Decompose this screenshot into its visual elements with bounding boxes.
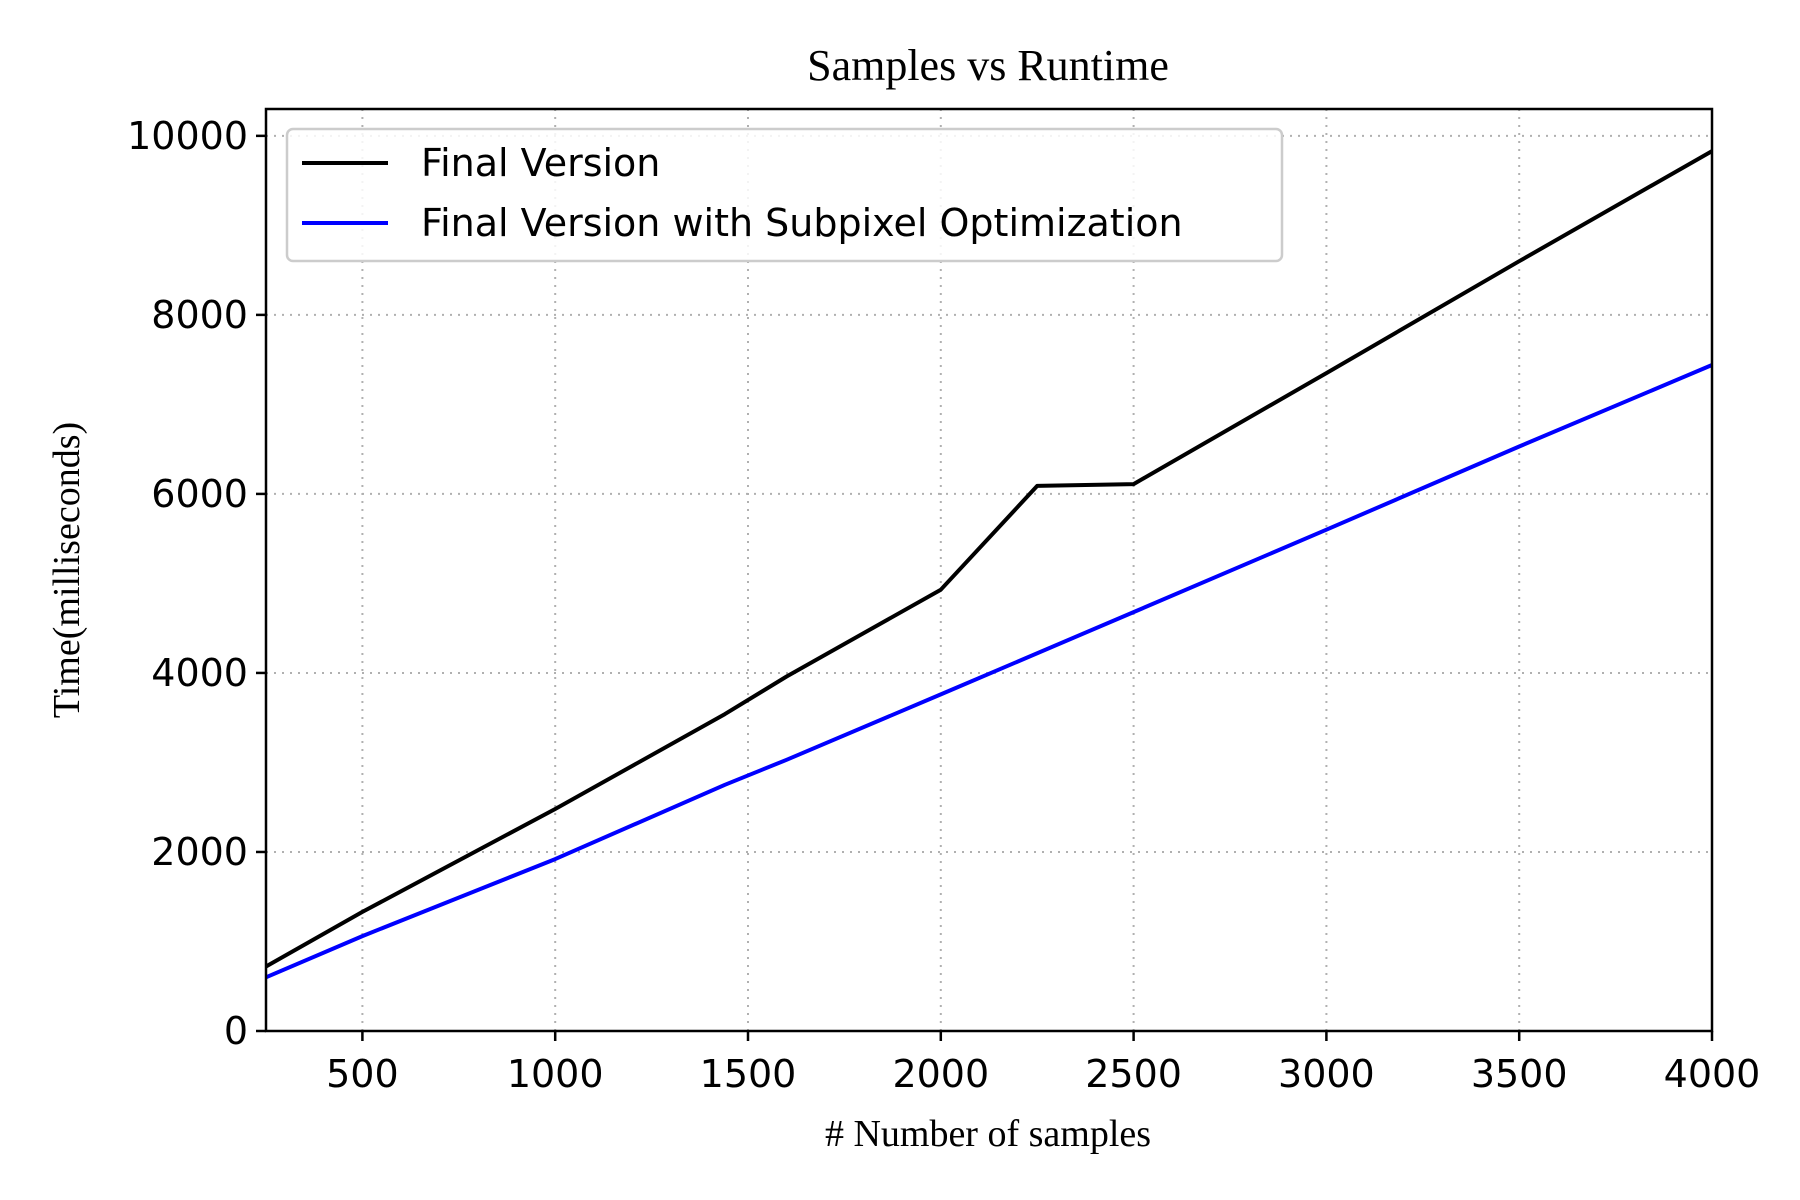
x-axis-label: # Number of samples — [825, 1113, 1151, 1155]
x-tick-label: 3000 — [1278, 1052, 1375, 1096]
y-tick-label: 2000 — [151, 830, 248, 874]
axis-ticks: 500 1000 1500 2000 2500 3000 3500 4000 0 2000 4000… — [127, 114, 1760, 1096]
series-lines — [265, 149, 1713, 980]
legend-label: Final Version with Subpixel Optimization — [421, 201, 1183, 245]
series-line-0 — [265, 149, 1713, 969]
legend-label: Final Version — [421, 141, 660, 185]
x-tick-label: 2000 — [892, 1052, 989, 1096]
x-tick-label: 2500 — [1085, 1052, 1182, 1096]
x-tick-label: 4000 — [1664, 1052, 1761, 1096]
chart-title: Samples vs Runtime — [807, 41, 1169, 90]
y-tick-label: 6000 — [151, 472, 248, 516]
y-tick-label: 0 — [224, 1009, 248, 1053]
x-tick-label: 1500 — [700, 1052, 797, 1096]
legend-box — [285, 127, 1284, 263]
y-tick-label: 10000 — [127, 114, 248, 158]
series-line-1 — [265, 363, 1713, 980]
plot-frame — [264, 107, 1714, 1033]
y-tick-label: 8000 — [151, 293, 248, 337]
x-tick-label: 1000 — [507, 1052, 604, 1096]
legend: Final Version Final Version with Subpixel… — [285, 127, 1284, 263]
y-axis-label: Time(milliseconds) — [46, 422, 88, 718]
x-tick-label: 500 — [326, 1052, 399, 1096]
x-tick-label: 3500 — [1471, 1052, 1568, 1096]
y-tick-label: 4000 — [151, 651, 248, 695]
